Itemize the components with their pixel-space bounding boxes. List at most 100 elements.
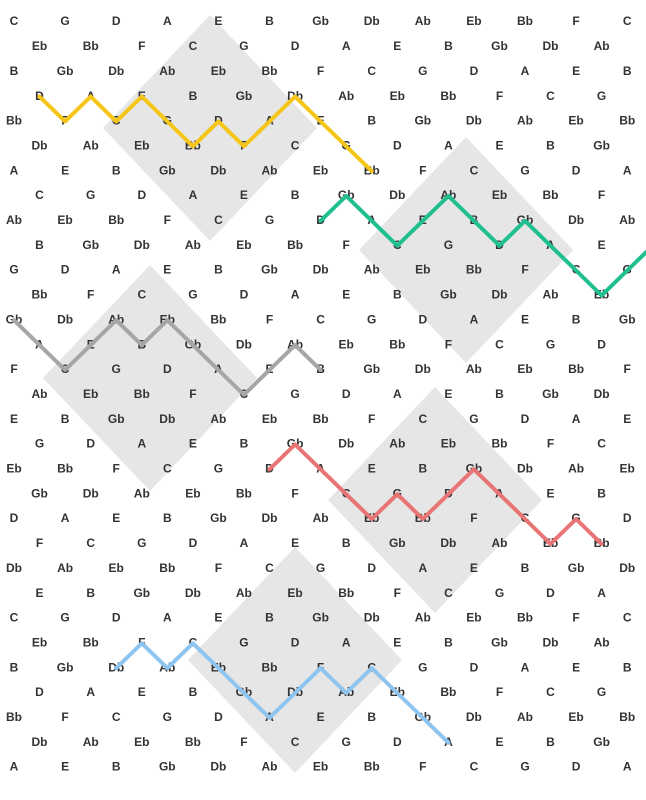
note-label: C — [418, 412, 427, 426]
note-label: D — [86, 437, 95, 451]
note-label: Ab — [262, 760, 278, 774]
note-label: B — [444, 635, 453, 649]
note-label: Eb — [313, 163, 328, 177]
note-label: Gb — [159, 760, 176, 774]
note-label: Db — [619, 561, 635, 575]
note-label: Gb — [619, 312, 636, 326]
note-label: B — [86, 586, 95, 600]
note-label: C — [291, 735, 300, 749]
note-label: G — [214, 461, 223, 475]
note-label: B — [623, 660, 632, 674]
note-label: G — [418, 64, 427, 78]
note-label: A — [418, 561, 427, 575]
note-label: Bb — [517, 611, 533, 625]
note-label: Db — [466, 114, 482, 128]
note-label: G — [597, 89, 606, 103]
note-label: G — [418, 660, 427, 674]
note-label: B — [112, 760, 121, 774]
note-label: A — [10, 760, 19, 774]
note-label: Eb — [441, 437, 456, 451]
note-label: C — [189, 39, 198, 53]
note-label: D — [163, 362, 172, 376]
note-label: A — [112, 263, 121, 277]
note-label: Eb — [415, 263, 430, 277]
note-label: Db — [57, 312, 73, 326]
note-label: D — [393, 735, 402, 749]
note-label: Bb — [262, 64, 278, 78]
note-label: D — [214, 710, 223, 724]
note-label: B — [546, 735, 555, 749]
note-label: F — [394, 586, 401, 600]
note-label: F — [572, 14, 579, 28]
note-label: Db — [6, 561, 22, 575]
note-label: Bb — [83, 635, 99, 649]
note-label: G — [60, 14, 69, 28]
note-label: Bb — [57, 461, 73, 475]
note-label: E — [61, 760, 69, 774]
note-label: Bb — [185, 735, 201, 749]
note-label: Db — [108, 64, 124, 78]
note-label: A — [61, 511, 70, 525]
chord-path-4 — [267, 442, 604, 546]
note-label: B — [393, 288, 402, 302]
note-label: C — [265, 561, 274, 575]
note-label: Bb — [108, 213, 124, 227]
note-label: Eb — [466, 14, 481, 28]
note-label: E — [35, 586, 43, 600]
note-label: D — [572, 760, 581, 774]
note-label: C — [137, 288, 146, 302]
note-label: F — [470, 511, 477, 525]
note-label: C — [163, 461, 172, 475]
note-label: Db — [32, 735, 48, 749]
note-label: G — [342, 735, 351, 749]
note-label: Gb — [236, 89, 253, 103]
note-label: C — [623, 14, 632, 28]
note-label: B — [495, 387, 504, 401]
note-label: G — [597, 685, 606, 699]
chord-paths — [12, 94, 646, 745]
note-label: Eb — [390, 89, 405, 103]
note-label: D — [367, 561, 376, 575]
note-label: D — [240, 288, 249, 302]
note-label: Bb — [364, 760, 380, 774]
note-label: Gb — [491, 635, 508, 649]
note-label: Eb — [134, 735, 149, 749]
note-label: F — [445, 337, 452, 351]
note-label: G — [35, 437, 44, 451]
note-label: F — [343, 238, 350, 252]
note-label: E — [368, 461, 376, 475]
note-label: G — [239, 39, 248, 53]
highlight-diamond — [188, 547, 402, 773]
note-label: G — [444, 238, 453, 252]
note-label: E — [444, 387, 452, 401]
note-label: Gb — [312, 611, 329, 625]
note-label: F — [368, 412, 375, 426]
note-label: D — [597, 337, 606, 351]
note-label: F — [215, 561, 222, 575]
note-label: Ab — [236, 586, 252, 600]
note-label: B — [342, 536, 351, 550]
note-label: B — [367, 114, 376, 128]
note-label: A — [189, 188, 198, 202]
note-label: A — [444, 138, 453, 152]
note-label: D — [291, 635, 300, 649]
note-label: Eb — [287, 586, 302, 600]
note-label: Gb — [542, 387, 559, 401]
note-label: F — [419, 760, 426, 774]
note-label: Ab — [517, 114, 533, 128]
note-label: Bb — [287, 238, 303, 252]
note-label: Db — [210, 163, 226, 177]
note-label: Bb — [236, 486, 252, 500]
note-label: Ab — [57, 561, 73, 575]
note-label: D — [623, 511, 632, 525]
note-label: B — [367, 710, 376, 724]
note-label: Gb — [593, 735, 610, 749]
note-label: Gb — [57, 64, 74, 78]
note-label: Db — [159, 412, 175, 426]
note-label: C — [35, 188, 44, 202]
note-label: Db — [262, 511, 278, 525]
note-label: D — [521, 412, 530, 426]
note-label: F — [164, 213, 171, 227]
note-label: Eb — [109, 561, 124, 575]
note-label: Db — [185, 586, 201, 600]
